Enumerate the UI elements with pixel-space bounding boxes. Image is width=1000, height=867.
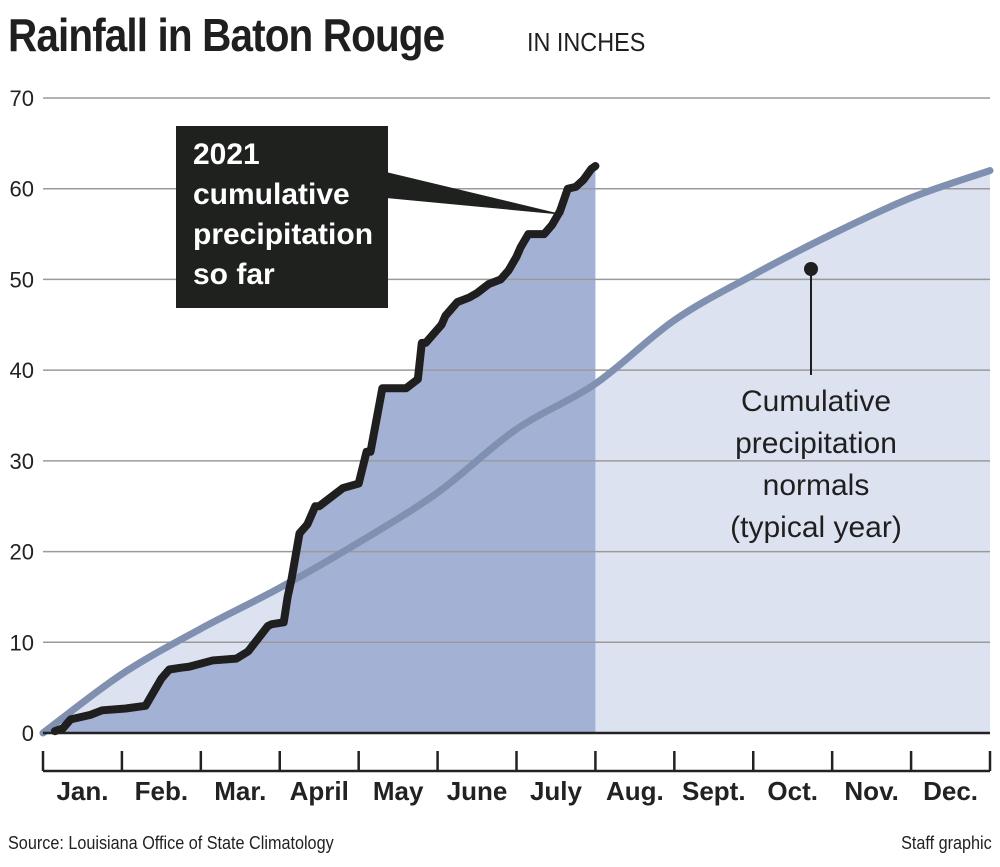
y-tick-label: 20 bbox=[10, 540, 34, 565]
callout-2021-text: cumulative bbox=[193, 178, 350, 211]
x-tick-label: Oct. bbox=[767, 776, 818, 806]
callout-2021-text: precipitation bbox=[193, 218, 373, 251]
normals-annotation-text: precipitation bbox=[735, 427, 897, 460]
normals-annotation-text: (typical year) bbox=[730, 511, 902, 544]
x-tick-label: Jan. bbox=[56, 776, 108, 806]
chart-lines bbox=[39, 162, 994, 737]
y-tick-label: 30 bbox=[10, 449, 34, 474]
y-tick-label: 70 bbox=[10, 86, 34, 111]
y-tick-label: 10 bbox=[10, 630, 34, 655]
chart-annotations: 2021 cumulative precipitation so far Cumulat… bbox=[176, 126, 902, 544]
y-tick-label: 0 bbox=[22, 721, 34, 746]
normals-annotation-text: normals bbox=[763, 469, 870, 502]
x-tick-label: Sept. bbox=[682, 776, 746, 806]
y-tick-label: 50 bbox=[10, 267, 34, 292]
x-tick-label: June bbox=[447, 776, 508, 806]
source-note: Source: Louisiana Office of State Climat… bbox=[8, 833, 334, 853]
x-tick-label: May bbox=[373, 776, 424, 806]
callout-2021-pointer bbox=[386, 172, 565, 215]
chart-subtitle: IN INCHES bbox=[527, 27, 646, 57]
x-tick-label: Dec. bbox=[923, 776, 978, 806]
callout-2021-text: so far bbox=[193, 258, 275, 291]
series-line-2021 bbox=[50, 162, 600, 736]
callout-2021-text: 2021 bbox=[193, 138, 260, 171]
credit-note: Staff graphic bbox=[901, 833, 992, 853]
x-tick-label: Aug. bbox=[606, 776, 664, 806]
chart-areas bbox=[43, 166, 990, 734]
x-tick-label: July bbox=[530, 776, 583, 806]
callout-2021-box bbox=[176, 126, 388, 308]
y-tick-label: 60 bbox=[10, 177, 34, 202]
normals-leader-dot bbox=[804, 262, 818, 276]
chart-title: Rainfall in Baton Rouge bbox=[8, 9, 445, 61]
normals-annotation-text: Cumulative bbox=[741, 385, 891, 418]
x-tick-label: April bbox=[290, 776, 349, 806]
x-tick-label: Mar. bbox=[214, 776, 266, 806]
series-line-normals bbox=[39, 167, 994, 737]
chart-axes: 0 10 20 30 40 50 60 70 Jan. Feb. Mar. April May June J… bbox=[10, 86, 992, 806]
x-tick-label: Feb. bbox=[135, 776, 188, 806]
x-tick-label: Nov. bbox=[844, 776, 898, 806]
area-2021 bbox=[54, 166, 596, 734]
y-tick-label: 40 bbox=[10, 358, 34, 383]
